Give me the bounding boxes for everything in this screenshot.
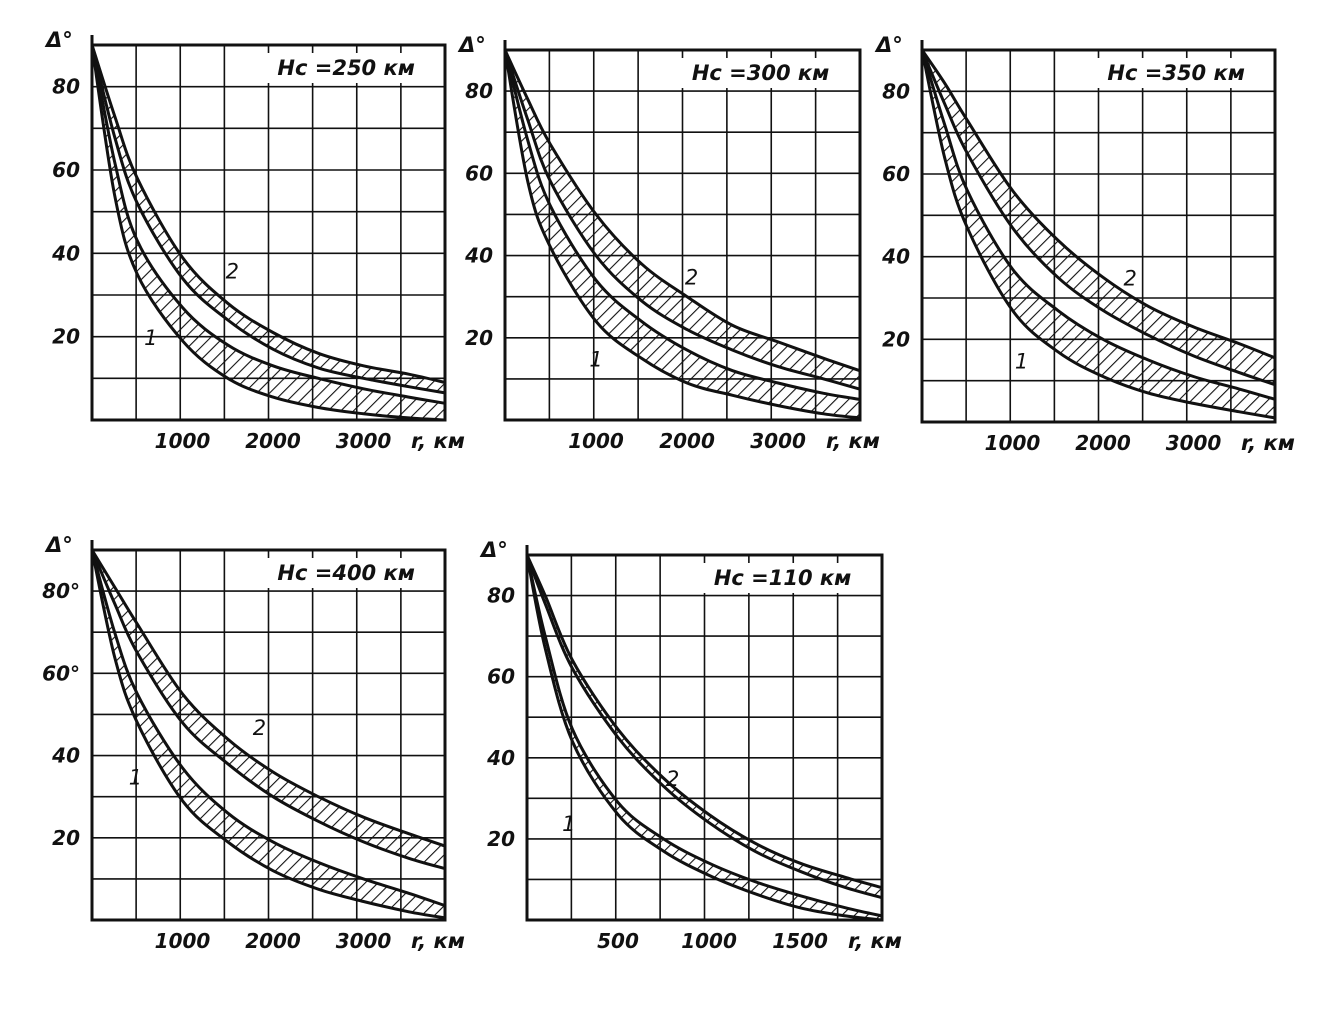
y-tick-label: 20 (882, 327, 910, 351)
y-tick-label: 20 (52, 325, 80, 349)
panel-title: Hc =110 км (714, 566, 852, 590)
y-tick-label: 80° (42, 579, 80, 603)
x-tick-label: 1000 (985, 431, 1041, 455)
curve-label-2: 2 (685, 265, 698, 289)
band-curve-2b (922, 50, 1275, 385)
curve-2-lower-bound (90, 548, 447, 871)
x-axis-title: r, км (1241, 431, 1295, 455)
curve-label-1: 1 (562, 812, 575, 836)
panel-title: Hc =250 км (277, 56, 415, 80)
x-tick-label: 2000 (245, 929, 301, 953)
panel-title: Hc =400 км (277, 561, 415, 585)
curve-label-1: 1 (589, 348, 602, 372)
curve-label-2: 2 (253, 716, 266, 740)
x-axis-title: r, км (826, 429, 880, 453)
y-tick-label: 60 (882, 162, 910, 186)
title-backdrop (266, 53, 427, 83)
curve-label-2: 2 (666, 767, 679, 791)
y-tick-label: 80 (882, 79, 910, 103)
curve-1-lower-bound (920, 48, 1277, 420)
title-backdrop (680, 58, 841, 88)
y-axis-title: Δ° (44, 28, 73, 52)
x-axis-title: r, км (848, 929, 902, 953)
y-tick-label: 60 (465, 161, 493, 185)
curve-1-upper-bound (90, 43, 447, 405)
y-axis-title: Δ° (457, 33, 486, 57)
curve-1-lower-bound (503, 48, 862, 420)
curve-2-upper-bound (90, 548, 447, 848)
y-axis-title: Δ° (44, 533, 73, 557)
y-tick-label: 20 (465, 326, 493, 350)
chart-panel-hc-250: 20 40 60 80 1000 2000 3000 Δ° r, км Hc =250 км 1 2 (44, 28, 465, 453)
band-curve-2 (92, 550, 445, 869)
x-tick-label: 1000 (568, 429, 624, 453)
band-curve-2 (505, 50, 860, 390)
x-tick-label: 1000 (681, 929, 737, 953)
x-tick-label: 3000 (336, 429, 392, 453)
x-tick-label: 1000 (155, 929, 211, 953)
y-axis-title: Δ° (874, 33, 903, 57)
y-tick-label: 40 (881, 245, 910, 269)
x-axis-title: r, км (411, 429, 465, 453)
curve-2-upper-bound (525, 553, 884, 890)
curve-label-2: 2 (1123, 267, 1136, 291)
curve-2-lower-bound (503, 48, 862, 391)
curve-2-upper-bound (503, 48, 862, 373)
y-tick-label: 60 (52, 158, 80, 182)
band-curve-1 (92, 550, 445, 918)
x-tick-label: 3000 (1166, 431, 1222, 455)
curve-1-upper-bound (525, 553, 884, 918)
title-backdrop (1096, 58, 1257, 88)
panel-title: Hc =300 км (692, 61, 830, 85)
curve-label-1: 1 (129, 765, 142, 789)
chart-panel-hc-300: 20 40 60 80 1000 2000 3000 Δ° r, км Hc =300 км 1 2 (457, 33, 880, 453)
panel-title: Hc =350 км (1107, 61, 1245, 85)
band-curve-1 (92, 45, 445, 420)
chart-panel-hc-110: 20 40 60 80 500 1000 1500 Δ° r, км Hc =110 км 1 2 (479, 538, 902, 953)
band-curve-1 (922, 50, 1275, 418)
x-tick-label: 2000 (245, 429, 301, 453)
x-tick-label: 2000 (1075, 431, 1131, 455)
grid (92, 550, 445, 920)
y-axis-title: Δ° (479, 538, 508, 562)
curve-label-1: 1 (144, 326, 157, 350)
y-tick-label: 60 (487, 665, 515, 689)
chart-panel-hc-400: 20 40 60° 80° 1000 2000 3000 Δ° r, км Hc =400 км 1… (42, 533, 465, 953)
x-tick-label: 2000 (659, 429, 715, 453)
curve-1-lower-bound (90, 43, 447, 422)
curve-2-lower-bound (90, 43, 447, 395)
curve-label-2: 2 (226, 259, 239, 283)
x-tick-label: 3000 (336, 929, 392, 953)
curve-1-upper-bound (503, 48, 862, 401)
y-tick-label: 40 (51, 241, 80, 265)
curve-2-lower-bound (525, 553, 884, 900)
x-tick-label: 500 (597, 929, 639, 953)
y-tick-label: 20 (52, 826, 80, 850)
y-tick-label: 80 (465, 79, 493, 103)
x-tick-label: 1000 (155, 429, 211, 453)
y-tick-label: 40 (464, 244, 493, 268)
chart-panel-hc-350: 20 40 60 80 1000 2000 3000 Δ° r, км Hc =350 км 1 2 (874, 33, 1295, 455)
y-tick-label: 40 (486, 746, 515, 770)
x-axis-title: r, км (411, 929, 465, 953)
curve-2b-upper-bound (920, 48, 1277, 360)
curve-1-lower-bound (525, 553, 884, 922)
curve-2-upper-bound (90, 43, 447, 384)
curve-1-upper-bound (920, 48, 1277, 401)
title-backdrop (702, 563, 863, 593)
y-tick-label: 80 (487, 584, 515, 608)
x-tick-label: 1500 (772, 929, 828, 953)
x-tick-label: 3000 (750, 429, 806, 453)
curve-2b-lower-bound (920, 48, 1277, 387)
y-tick-label: 20 (487, 827, 515, 851)
curve-1-upper-bound (90, 548, 447, 908)
curve-label-1: 1 (1015, 349, 1028, 373)
title-backdrop (266, 558, 427, 588)
y-tick-label: 80 (52, 75, 80, 99)
y-tick-label: 60° (42, 661, 80, 685)
y-tick-label: 40 (51, 744, 80, 768)
curve-1-lower-bound (90, 548, 447, 920)
